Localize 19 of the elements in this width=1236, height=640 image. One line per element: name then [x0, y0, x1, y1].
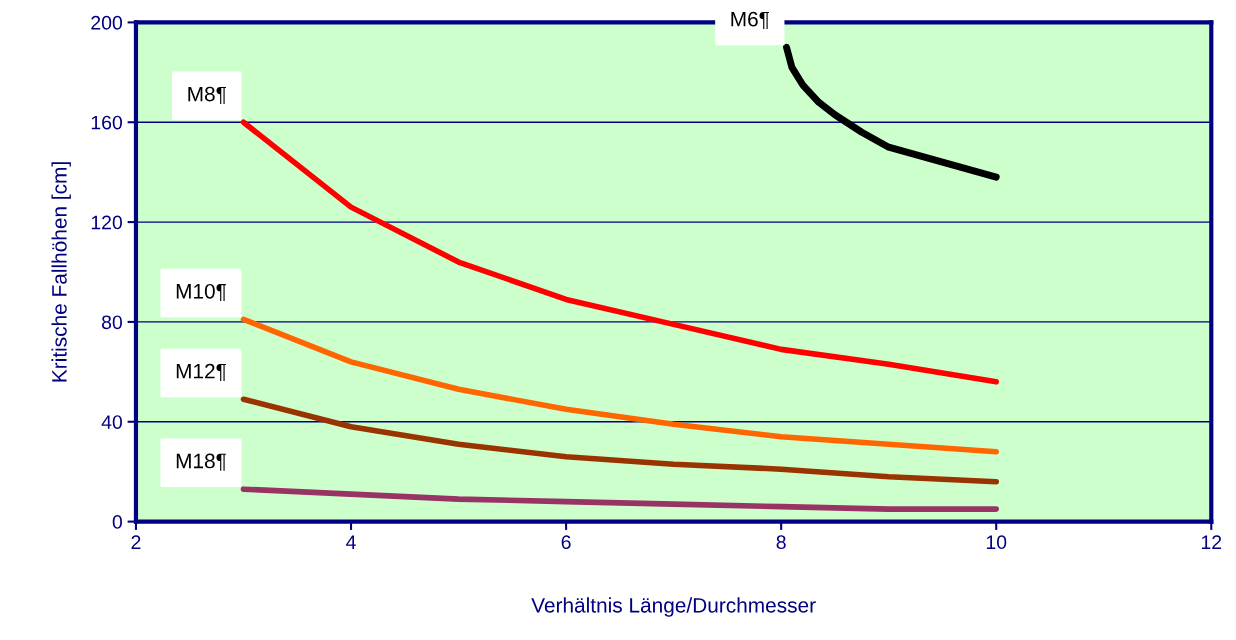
y-tick-label: 40: [101, 415, 123, 429]
series-label: M10¶: [176, 283, 226, 302]
x-tick-label: 6: [561, 535, 571, 550]
y-tick-label: 120: [91, 215, 123, 230]
y-tick-label: 0: [112, 515, 123, 529]
x-tick-label: 4: [346, 535, 356, 549]
x-tick-label: 2: [131, 535, 141, 549]
y-tick-label: 160: [91, 115, 123, 130]
x-axis-title: Verhältnis Länge/Durchmesser: [531, 597, 816, 617]
y-axis-title: Kritische Fallhöhen [cm]: [51, 162, 71, 382]
x-tick-label: 8: [776, 535, 786, 550]
series-label: M18¶: [176, 453, 226, 471]
x-tick-label: 12: [1201, 535, 1222, 549]
series-label: M8¶: [188, 86, 226, 104]
y-tick-label: 80: [101, 315, 123, 330]
series-label: M12¶: [176, 363, 226, 381]
y-tick-label: 200: [91, 15, 123, 30]
series-label: M6¶: [731, 11, 769, 30]
x-tick-label: 10: [986, 535, 1007, 550]
